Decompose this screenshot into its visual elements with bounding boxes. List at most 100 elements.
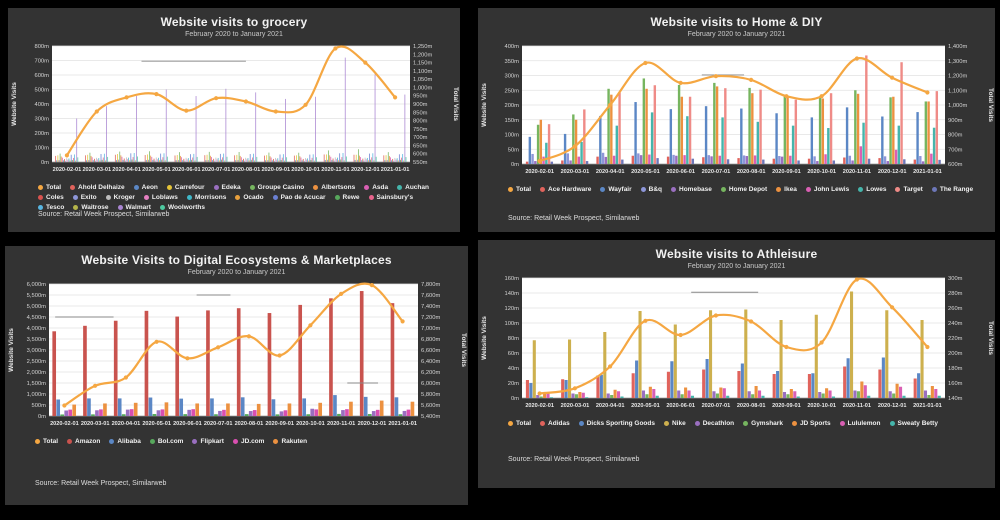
legend-item-walmart[interactable]: Walmart bbox=[117, 204, 151, 211]
x-axis-tick: 2020-02-01 bbox=[525, 169, 554, 175]
legend-item-ikea[interactable]: Ikea bbox=[776, 186, 797, 193]
legend-item-pao-de-acucar[interactable]: Pao de Acucar bbox=[272, 194, 326, 201]
legend-item-total[interactable]: Total bbox=[38, 184, 61, 191]
legend-item-tesco[interactable]: Tesco bbox=[38, 204, 64, 211]
chart-subtitle: February 2020 to January 2021 bbox=[687, 263, 786, 270]
legend-item-exito[interactable]: Exito bbox=[72, 194, 97, 201]
legend-swatch-icon bbox=[235, 195, 241, 200]
left-axis-tick: 120m bbox=[504, 306, 519, 312]
left-axis-tick: 20m bbox=[508, 381, 519, 387]
x-axis-tick: 2021-01-01 bbox=[913, 169, 942, 175]
legend-item-homebase[interactable]: Homebase bbox=[671, 186, 712, 193]
legend-item-ocado[interactable]: Ocado bbox=[235, 194, 264, 201]
legend-item-alibaba[interactable]: Alibaba bbox=[109, 438, 141, 445]
legend-label: Loblaws bbox=[151, 194, 178, 201]
legend-swatch-icon bbox=[858, 187, 864, 192]
legend-item-waitrose[interactable]: Waitrose bbox=[73, 204, 109, 211]
left-axis-tick: 1,500m bbox=[27, 381, 47, 387]
legend-item-coles[interactable]: Coles bbox=[38, 194, 64, 201]
legend-item-albertsons[interactable]: Albertsons bbox=[313, 184, 355, 191]
legend-item-lululemon[interactable]: Lululemon bbox=[839, 420, 881, 427]
legend-item-dicks-sporting-goods[interactable]: Dicks Sporting Goods bbox=[578, 420, 655, 427]
legend-swatch-icon bbox=[313, 185, 319, 190]
bar-series-edeka bbox=[58, 159, 388, 162]
source-note: Source: Retail Week Prospect, Similarweb bbox=[38, 211, 170, 218]
legend-item-total[interactable]: Total bbox=[508, 186, 531, 193]
left-axis-tick: 200m bbox=[34, 131, 49, 137]
legend-swatch-icon bbox=[334, 195, 340, 200]
bar-series-bol-com bbox=[60, 413, 403, 416]
bar-series-amazon bbox=[52, 291, 395, 416]
x-axis-tick: 2020-03-01 bbox=[561, 169, 590, 175]
legend-label: Albertsons bbox=[321, 184, 356, 191]
legend-item-ahold-delhaize[interactable]: Ahold Delhaize bbox=[70, 184, 125, 191]
legend-item-jd-com[interactable]: JD.com bbox=[232, 438, 264, 445]
legend-item-total[interactable]: Total bbox=[508, 420, 531, 427]
total-line bbox=[538, 57, 929, 163]
legend-swatch-icon bbox=[166, 185, 172, 190]
right-axis-tick: 6,200m bbox=[421, 370, 441, 376]
legend-item-rewe[interactable]: Rewe bbox=[334, 194, 360, 201]
legend-label: Groupe Casino bbox=[257, 184, 305, 191]
legend-item-jd-sports[interactable]: JD Sports bbox=[791, 420, 831, 427]
legend-item-ace-hardware[interactable]: Ace Hardware bbox=[540, 186, 591, 193]
left-axis-tick: 400m bbox=[504, 44, 519, 50]
legend-item-rakuten[interactable]: Rakuten bbox=[273, 438, 307, 445]
legend-item-john-lewis[interactable]: John Lewis bbox=[805, 186, 849, 193]
legend-item-adidas[interactable]: Adidas bbox=[540, 420, 570, 427]
left-axis-tick: 50m bbox=[508, 147, 519, 153]
left-axis-tick: 150m bbox=[504, 118, 519, 124]
legend-item-sweaty-betty[interactable]: Sweaty Betty bbox=[889, 420, 938, 427]
right-axis-tick: 1,200m bbox=[413, 52, 433, 58]
legend-item-amazon[interactable]: Amazon bbox=[67, 438, 100, 445]
legend-item-total[interactable]: Total bbox=[35, 438, 58, 445]
legend-item-carrefour[interactable]: Carrefour bbox=[166, 184, 205, 191]
legend-item-lowes[interactable]: Lowes bbox=[858, 186, 886, 193]
legend-item-the-range[interactable]: The Range bbox=[931, 186, 973, 193]
legend-item-decathlon[interactable]: Decathlon bbox=[694, 420, 734, 427]
x-axis-tick: 2020-04-01 bbox=[112, 421, 141, 427]
bar-series-exito bbox=[65, 160, 395, 162]
legend-item-bol-com[interactable]: Bol.com bbox=[149, 438, 183, 445]
x-axis-tick: 2020-09-01 bbox=[261, 167, 290, 173]
legend-item-loblaws[interactable]: Loblaws bbox=[143, 194, 178, 201]
legend-item-gymshark[interactable]: Gymshark bbox=[743, 420, 783, 427]
legend-item-morrisons[interactable]: Morrisons bbox=[186, 194, 226, 201]
source-note: Source: Retail Week Prospect, Similarweb bbox=[508, 456, 640, 463]
gridlines bbox=[522, 45, 945, 165]
legend-item-groupe-casino[interactable]: Groupe Casino bbox=[249, 184, 305, 191]
bar-series-jd-com bbox=[68, 409, 411, 416]
legend-item-nike[interactable]: Nike bbox=[663, 420, 686, 427]
chart-canvas-home-diy: 0m 50m 100m 150m 200m 250m 300m 350m 400m 600m 700… bbox=[481, 44, 994, 175]
bar-series-groupe-casino bbox=[59, 149, 389, 163]
bar-series-b-q bbox=[531, 152, 922, 164]
bar-series-coles bbox=[64, 158, 394, 162]
x-axis-tick: 2020-11-01 bbox=[843, 403, 871, 409]
legend-item-kroger[interactable]: Kroger bbox=[105, 194, 135, 201]
right-axis-tick: 5,400m bbox=[421, 414, 441, 420]
left-axis-tick: 4,000m bbox=[27, 326, 47, 332]
legend-item-wayfair[interactable]: Wayfair bbox=[600, 186, 632, 193]
right-axis-title: Total Visits bbox=[987, 88, 994, 122]
left-axis-tick: 0m bbox=[38, 414, 46, 420]
legend-item-woolworths[interactable]: Woolworths bbox=[159, 204, 205, 211]
bar-series-auchan bbox=[63, 159, 392, 162]
legend-item-target[interactable]: Target bbox=[895, 186, 923, 193]
legend-swatch-icon bbox=[640, 187, 646, 192]
legend-item-sainsbury-s[interactable]: Sainsbury's bbox=[368, 194, 413, 201]
legend-item-aeon[interactable]: Aeon bbox=[133, 184, 158, 191]
x-axis-tick: 2020-12-01 bbox=[351, 167, 380, 173]
legend-item-edeka[interactable]: Edeka bbox=[213, 184, 241, 191]
legend-item-asda[interactable]: Asda bbox=[364, 184, 388, 191]
x-axis-tick: 2020-06-01 bbox=[666, 169, 695, 175]
gridlines bbox=[522, 277, 945, 399]
legend-label: Aeon bbox=[141, 184, 158, 191]
legend-label: Total bbox=[516, 186, 532, 193]
legend-label: Amazon bbox=[75, 438, 101, 445]
legend-item-flipkart[interactable]: Flipkart bbox=[192, 438, 224, 445]
total-line-markers bbox=[537, 56, 930, 164]
legend-item-home-depot[interactable]: Home Depot bbox=[720, 186, 767, 193]
x-axis-tick: 2020-03-01 bbox=[82, 167, 111, 173]
legend-item-b-q[interactable]: B&q bbox=[640, 186, 662, 193]
legend-item-auchan[interactable]: Auchan bbox=[397, 184, 429, 191]
